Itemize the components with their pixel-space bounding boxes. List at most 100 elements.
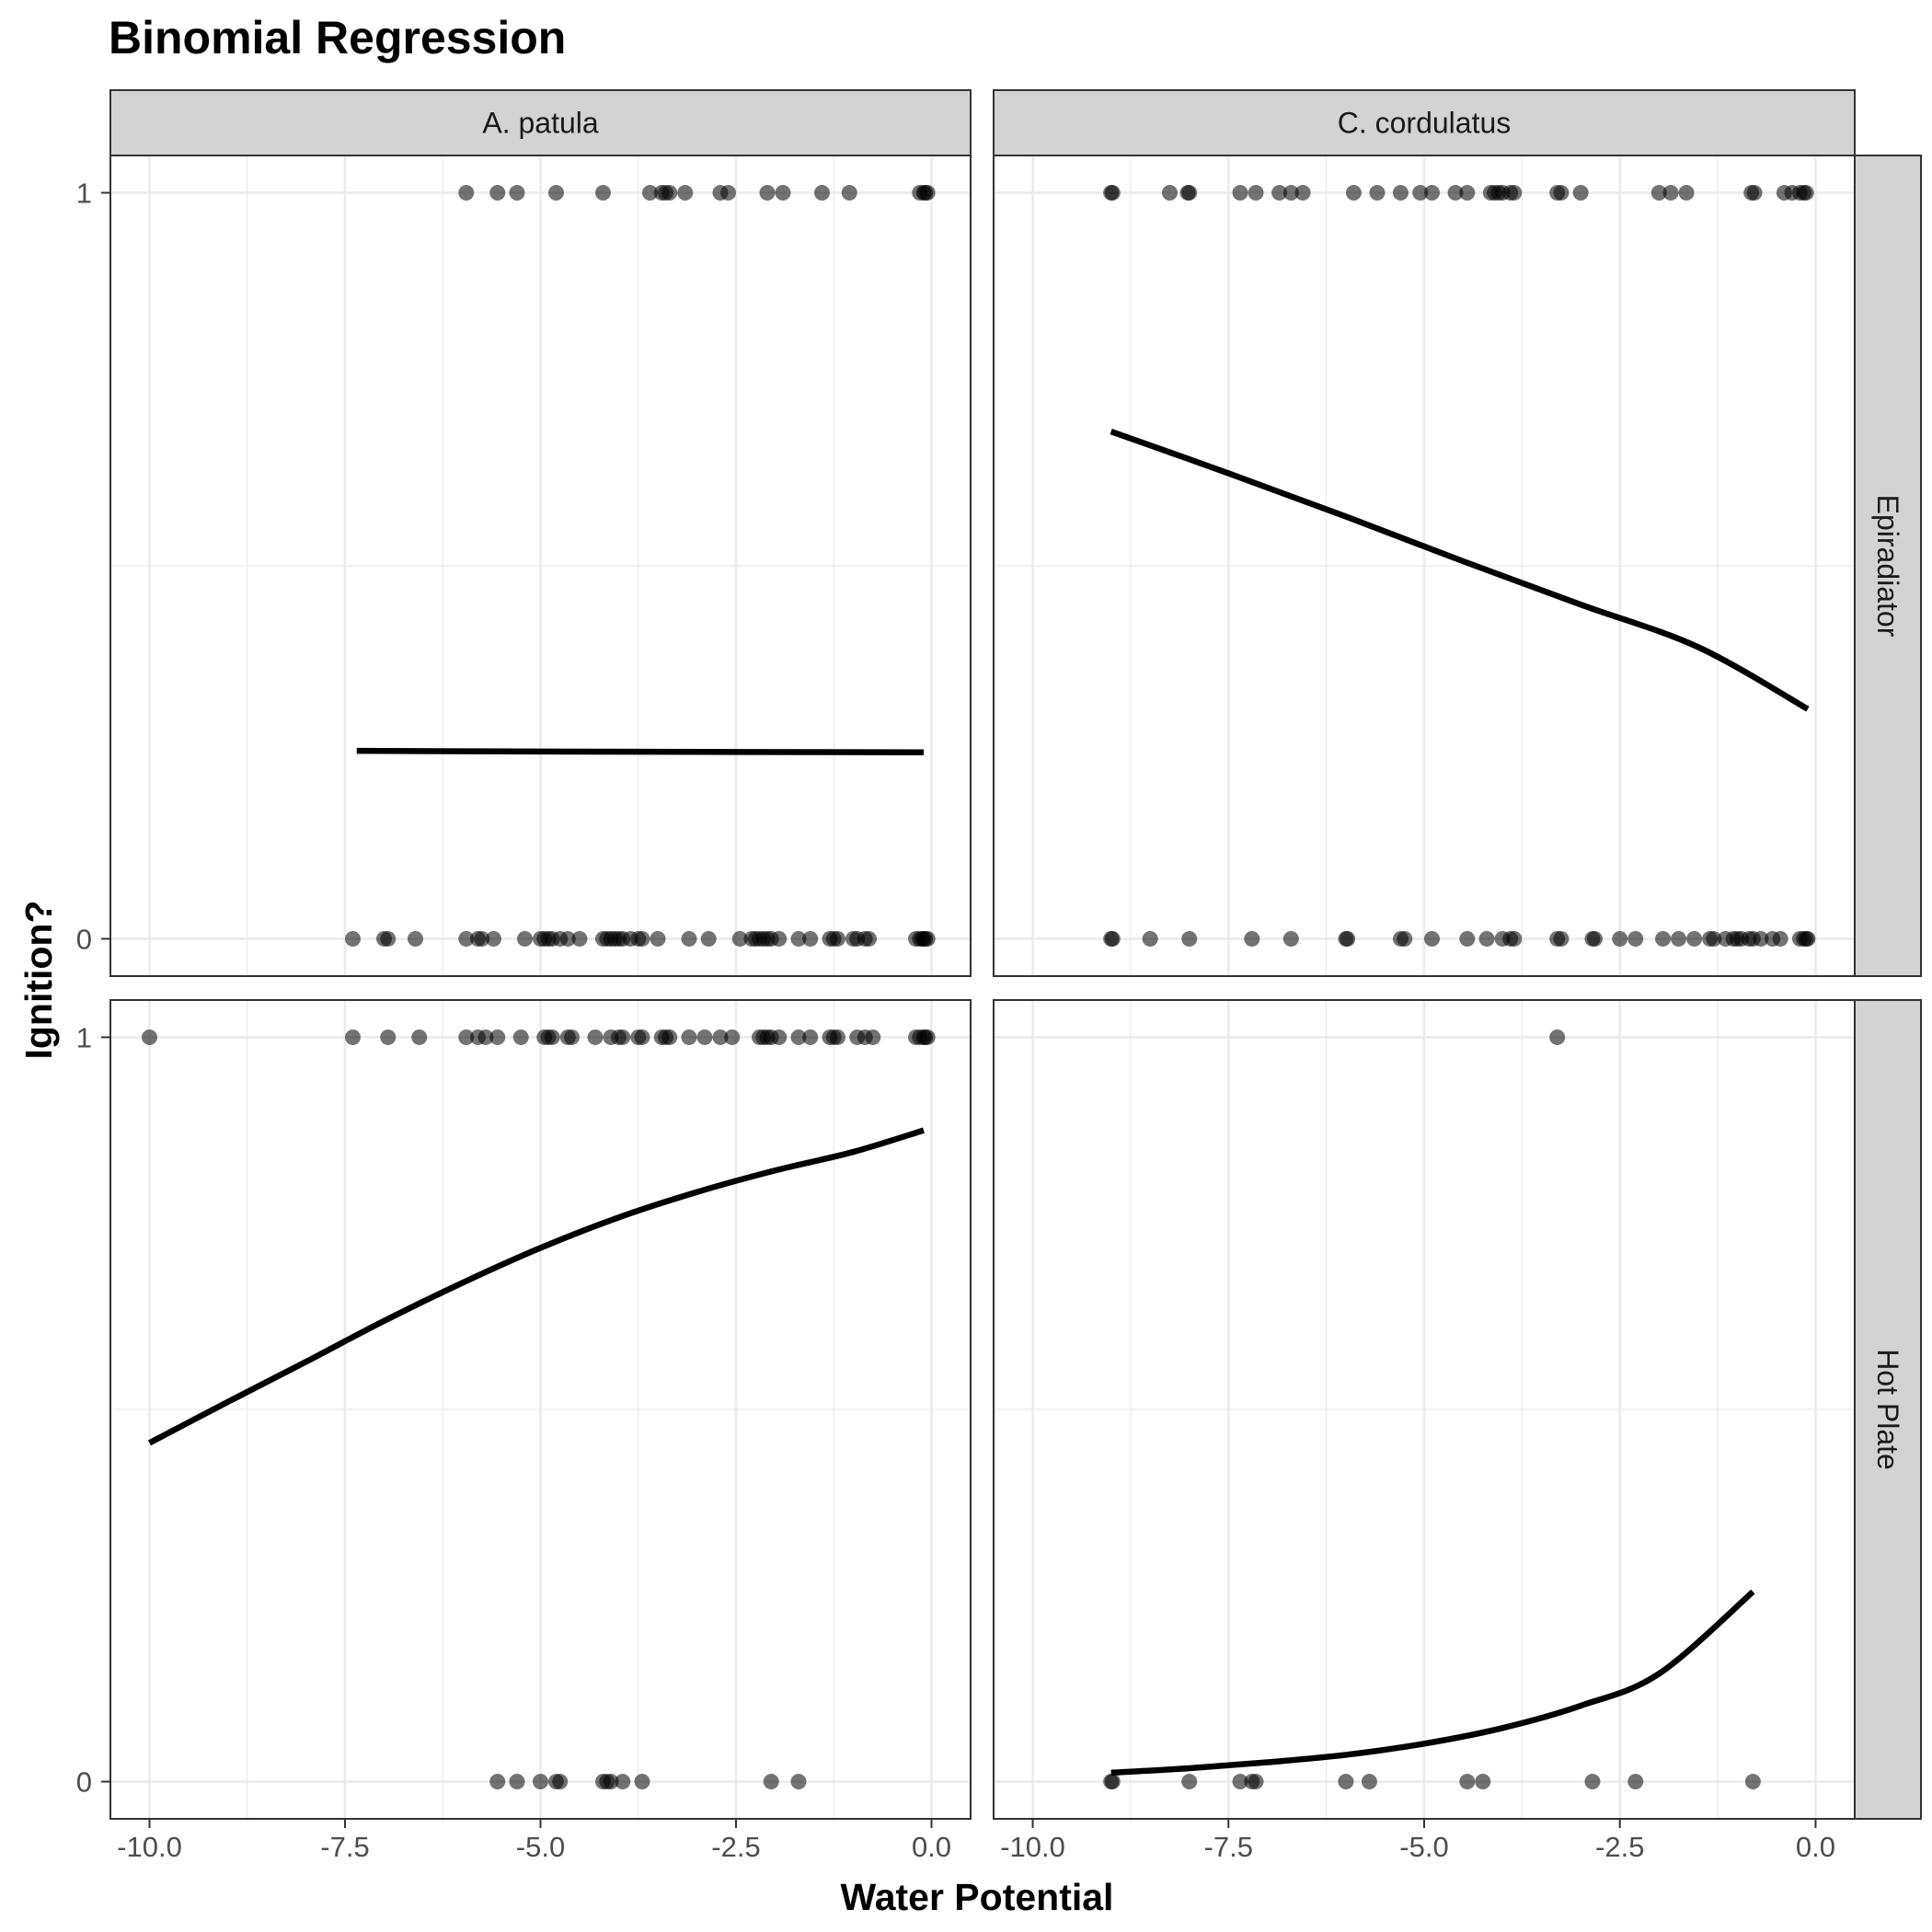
data-point <box>1612 930 1628 947</box>
y-axis-title: Ignition? <box>17 900 60 1059</box>
y-tick-label: 0 <box>76 1766 92 1799</box>
data-point <box>1553 930 1570 947</box>
fit-line <box>1110 1589 1755 1777</box>
data-point <box>474 930 490 947</box>
data-point <box>677 185 694 201</box>
data-point <box>1248 185 1264 201</box>
facet-panel <box>109 155 972 977</box>
facet-panel <box>993 999 1856 1820</box>
data-point <box>458 930 475 947</box>
facet-strip-row <box>1854 999 1922 1820</box>
x-tick-label: -7.5 <box>1204 1831 1253 1863</box>
facet-label-row: Hot Plate <box>1871 1349 1904 1470</box>
data-point <box>380 930 397 947</box>
data-point <box>865 1029 881 1045</box>
data-point <box>1424 185 1441 201</box>
facet-panel <box>993 155 1856 977</box>
data-point <box>458 185 475 201</box>
data-point <box>771 1029 788 1045</box>
facet-label-col: A. patula <box>482 107 599 140</box>
data-point <box>830 1029 845 1045</box>
data-point <box>1181 930 1198 947</box>
data-point <box>650 930 666 947</box>
data-point <box>559 930 576 947</box>
data-point <box>802 930 819 947</box>
data-point <box>517 930 533 947</box>
data-point <box>544 1029 560 1045</box>
data-point <box>720 185 736 201</box>
data-point <box>1104 930 1121 947</box>
data-point <box>486 930 501 947</box>
data-point <box>790 930 807 947</box>
data-point <box>1271 185 1288 201</box>
x-tick-label: -7.5 <box>320 1831 369 1863</box>
data-point <box>1459 185 1476 201</box>
data-point <box>509 1774 525 1790</box>
data-point <box>1744 1774 1761 1790</box>
data-point <box>661 185 678 201</box>
panel-border <box>109 155 972 977</box>
data-point <box>919 1029 936 1045</box>
data-point <box>1586 930 1603 947</box>
data-point <box>775 185 791 201</box>
data-point <box>1345 185 1362 201</box>
data-point <box>919 930 936 947</box>
data-point <box>1361 1774 1377 1790</box>
data-point <box>408 930 423 947</box>
data-point <box>1772 930 1788 947</box>
data-point <box>1506 185 1523 201</box>
facet-strip-col <box>109 89 972 156</box>
data-point <box>634 930 650 947</box>
data-point <box>681 930 697 947</box>
data-point <box>489 1774 506 1790</box>
data-point <box>759 185 776 201</box>
panel-border <box>993 155 1856 977</box>
data-point <box>700 930 717 947</box>
x-axis-title: Water Potential <box>841 1876 1114 1918</box>
facet-strip-row <box>1854 155 1922 977</box>
data-point <box>345 1029 361 1045</box>
data-point <box>830 930 845 947</box>
data-point <box>571 930 588 947</box>
data-point <box>411 1029 428 1045</box>
data-point <box>724 1029 741 1045</box>
data-point <box>1232 1774 1248 1790</box>
data-point <box>1181 1774 1198 1790</box>
data-point <box>1753 930 1769 947</box>
data-point <box>634 1774 650 1790</box>
data-point <box>489 1029 506 1045</box>
data-point <box>1475 1774 1491 1790</box>
data-point <box>1746 185 1763 201</box>
data-point <box>763 1774 779 1790</box>
data-point <box>1142 930 1158 947</box>
facet-panel <box>109 999 972 1820</box>
x-tick-label: 0.0 <box>1796 1831 1835 1863</box>
data-point <box>458 1029 475 1045</box>
data-point <box>771 930 788 947</box>
data-point <box>1459 1774 1476 1790</box>
data-point <box>841 185 857 201</box>
data-point <box>595 185 611 201</box>
data-point <box>380 1029 397 1045</box>
data-point <box>919 185 936 201</box>
data-point <box>1686 930 1703 947</box>
data-point <box>1181 185 1198 201</box>
y-tick-label: 1 <box>76 1021 92 1053</box>
facet-strip-col <box>993 89 1856 156</box>
data-point <box>587 1029 604 1045</box>
y-tick-label: 1 <box>76 178 92 210</box>
data-point <box>564 1029 580 1045</box>
data-point <box>712 1029 729 1045</box>
data-point <box>512 1029 529 1045</box>
x-tick-label: -10.0 <box>1000 1831 1065 1863</box>
data-point <box>1549 1029 1566 1045</box>
x-tick-label: 0.0 <box>912 1831 951 1863</box>
data-point <box>1282 930 1299 947</box>
data-point <box>615 1774 631 1790</box>
data-point <box>681 1029 697 1045</box>
data-point <box>489 185 506 201</box>
data-point <box>642 185 658 201</box>
data-point <box>1397 930 1413 947</box>
data-point <box>1338 1774 1354 1790</box>
